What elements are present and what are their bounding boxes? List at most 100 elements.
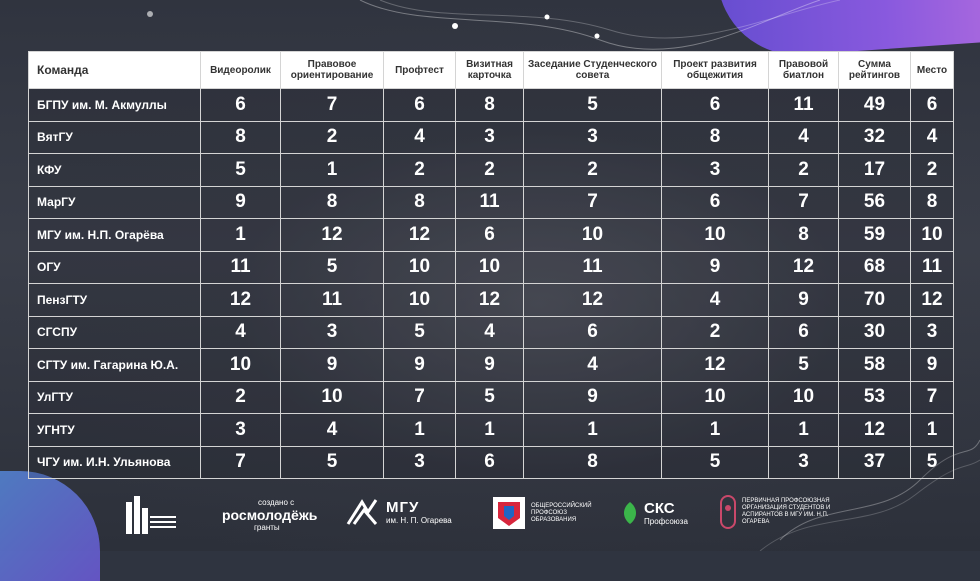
score-cell: 3 — [280, 315, 384, 349]
score-cell: 1 — [383, 413, 456, 447]
score-cell: 5 — [661, 445, 769, 479]
score-cell: 3 — [523, 120, 662, 154]
score-cell: 3 — [910, 315, 954, 349]
score-cell: 5 — [280, 445, 384, 479]
score-cell: 10 — [280, 380, 384, 414]
score-cell: 8 — [200, 120, 281, 154]
score-cell: 9 — [383, 348, 456, 382]
score-cell: 8 — [910, 185, 954, 219]
team-name-cell: УГНТУ — [28, 413, 201, 447]
score-cell: 9 — [455, 348, 524, 382]
score-cell: 9 — [768, 283, 839, 317]
score-cell: 68 — [838, 250, 911, 284]
score-cell: 10 — [455, 250, 524, 284]
score-cell: 10 — [383, 283, 456, 317]
ppo-logo: ПЕРВИЧНАЯ ПРОФСОЮЗНАЯ ОРГАНИЗАЦИЯ СТУДЕН… — [718, 494, 834, 530]
rosmolodezh-sub-text: гранты — [254, 523, 280, 532]
score-cell: 9 — [661, 250, 769, 284]
building-logo — [120, 492, 180, 539]
score-cell: 8 — [768, 218, 839, 252]
score-cell: 6 — [661, 88, 769, 122]
score-cell: 70 — [838, 283, 911, 317]
mgu-emblem-icon — [346, 499, 378, 525]
score-cell: 6 — [455, 218, 524, 252]
score-cell: 11 — [523, 250, 662, 284]
table-row: УГНТУ 3 4 1 1 1 1 1 12 1 — [28, 413, 954, 447]
score-cell: 3 — [455, 120, 524, 154]
score-cell: 7 — [768, 185, 839, 219]
score-cell: 12 — [280, 218, 384, 252]
score-cell: 11 — [280, 283, 384, 317]
score-cell: 9 — [200, 185, 281, 219]
rosmolodezh-small-text: создано с — [258, 498, 295, 507]
header-team: Команда — [28, 51, 201, 89]
score-cell: 10 — [661, 380, 769, 414]
score-cell: 1 — [455, 413, 524, 447]
score-cell: 5 — [280, 250, 384, 284]
score-cell: 4 — [661, 283, 769, 317]
score-cell: 8 — [455, 88, 524, 122]
score-cell: 59 — [838, 218, 911, 252]
score-cell: 5 — [910, 445, 954, 479]
score-cell: 17 — [838, 153, 911, 187]
score-cell: 5 — [383, 315, 456, 349]
team-name-cell: КФУ — [28, 153, 201, 187]
results-table-container: Команда Видеоролик Правовое ориентирование… — [28, 51, 954, 479]
leaf-icon — [624, 502, 636, 524]
table-row: СГСПУ 4 3 5 4 6 2 6 30 3 — [28, 315, 954, 349]
sks-sub-text: Профсоюза — [644, 517, 688, 526]
score-cell: 1 — [768, 413, 839, 447]
profsoyuz-logo: ОБЩЕРОССИЙСКИЙ ПРОФСОЮЗ ОБРАЗОВАНИЯ — [492, 496, 601, 530]
score-cell: 4 — [200, 315, 281, 349]
rosmolodezh-logo: создано с росмолодёжь гранты — [222, 498, 317, 532]
score-cell: 56 — [838, 185, 911, 219]
team-name-cell: МГУ им. Н.П. Огарёва — [28, 218, 201, 252]
ppo-emblem-icon — [720, 495, 736, 529]
score-cell: 10 — [661, 218, 769, 252]
score-cell: 2 — [383, 153, 456, 187]
score-cell: 11 — [910, 250, 954, 284]
score-cell: 9 — [910, 348, 954, 382]
score-cell: 3 — [661, 153, 769, 187]
header-cell: Видеоролик — [200, 51, 281, 89]
team-name-cell: МарГУ — [28, 185, 201, 219]
team-name-cell: УлГТУ — [28, 380, 201, 414]
table-row: ЧГУ им. И.Н. Ульянова 7 5 3 6 8 5 3 37 5 — [28, 445, 954, 479]
score-cell: 12 — [838, 413, 911, 447]
score-cell: 2 — [910, 153, 954, 187]
results-table: Команда Видеоролик Правовое ориентирование… — [28, 51, 954, 479]
table-row: ПензГТУ 12 11 10 12 12 4 9 70 12 — [28, 283, 954, 317]
score-cell: 2 — [523, 153, 662, 187]
sks-logo: СКС Профсоюза — [620, 500, 688, 526]
table-row: МарГУ 9 8 8 11 7 6 7 56 8 — [28, 185, 954, 219]
team-name-cell: ОГУ — [28, 250, 201, 284]
score-cell: 6 — [455, 445, 524, 479]
score-cell: 1 — [661, 413, 769, 447]
score-cell: 12 — [383, 218, 456, 252]
mgu-sub-text: им. Н. П. Огарева — [386, 516, 452, 525]
header-cell: Сумма рейтингов — [838, 51, 911, 89]
score-cell: 7 — [383, 380, 456, 414]
table-row: БГПУ им. М. Акмуллы 6 7 6 8 5 6 11 49 6 — [28, 88, 954, 122]
score-cell: 11 — [455, 185, 524, 219]
score-cell: 53 — [838, 380, 911, 414]
header-cell: Правовое ориентирование — [280, 51, 384, 89]
score-cell: 8 — [661, 120, 769, 154]
score-cell: 4 — [768, 120, 839, 154]
ppo-text: ПЕРВИЧНАЯ ПРОФСОЮЗНАЯ ОРГАНИЗАЦИЯ СТУДЕН… — [742, 498, 831, 525]
partner-logos-footer: создано с росмолодёжь гранты МГУ им. Н. … — [0, 486, 980, 546]
header-cell: Профтест — [383, 51, 456, 89]
score-cell: 2 — [455, 153, 524, 187]
score-cell: 7 — [523, 185, 662, 219]
table-row: ОГУ 11 5 10 10 11 9 12 68 11 — [28, 250, 954, 284]
score-cell: 12 — [200, 283, 281, 317]
score-cell: 10 — [768, 380, 839, 414]
score-cell: 1 — [910, 413, 954, 447]
header-cell: Визитная карточка — [455, 51, 524, 89]
score-cell: 10 — [200, 348, 281, 382]
score-cell: 12 — [523, 283, 662, 317]
header-cell: Заседание Студенческого совета — [523, 51, 662, 89]
table-row: ВятГУ 8 2 4 3 3 8 4 32 4 — [28, 120, 954, 154]
score-cell: 6 — [383, 88, 456, 122]
mgu-main-text: МГУ — [386, 499, 420, 516]
